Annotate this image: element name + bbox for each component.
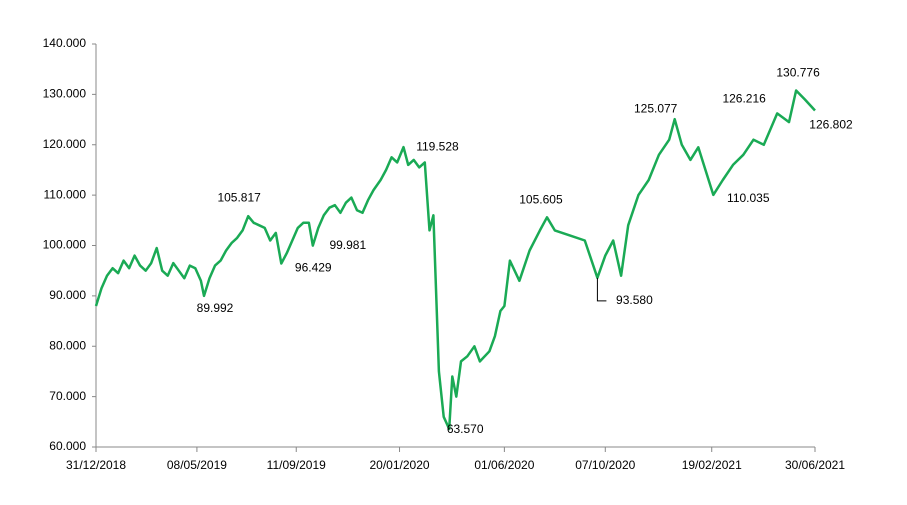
y-tick-label: 120.000: [43, 137, 87, 151]
x-tick-label: 01/06/2020: [474, 458, 534, 472]
x-tick-label: 08/05/2019: [167, 458, 227, 472]
annotation: 130.776: [776, 66, 820, 80]
price-line: [94, 89, 816, 431]
y-tick-label: 140.000: [43, 36, 87, 50]
y-tick-label: 100.000: [43, 238, 87, 252]
x-tick-label: 07/10/2020: [575, 458, 635, 472]
y-tick-label: 90.000: [49, 288, 86, 302]
annotation: 105.605: [519, 192, 563, 206]
x-tick-label: 31/12/2018: [66, 458, 126, 472]
x-tick-label: 20/01/2020: [369, 458, 429, 472]
y-tick-label: 110.000: [44, 187, 87, 201]
x-tick-label: 19/02/2021: [682, 458, 742, 472]
y-tick-label: 80.000: [49, 338, 86, 352]
x-tick-label: 11/09/2019: [267, 458, 326, 472]
annotation: 93.580: [616, 293, 653, 307]
annotation: 119.528: [416, 139, 459, 153]
annotation: 125.077: [634, 101, 678, 115]
leader-line: [596, 277, 607, 302]
annotation: 126.216: [722, 92, 766, 106]
y-tick-label: 130.000: [43, 87, 87, 101]
annotation: 96.429: [295, 261, 332, 275]
annotation: 89.992: [197, 301, 234, 315]
annotation: 110.035: [727, 191, 770, 205]
y-tick-label: 70.000: [49, 389, 86, 403]
x-tick-label: 30/06/2021: [785, 458, 845, 472]
annotation: 99.981: [329, 238, 366, 252]
annotation: 63.570: [447, 422, 484, 436]
y-tick-label: 60.000: [49, 439, 86, 453]
annotation: 105.817: [217, 190, 261, 204]
annotation: 126.802: [809, 118, 853, 132]
